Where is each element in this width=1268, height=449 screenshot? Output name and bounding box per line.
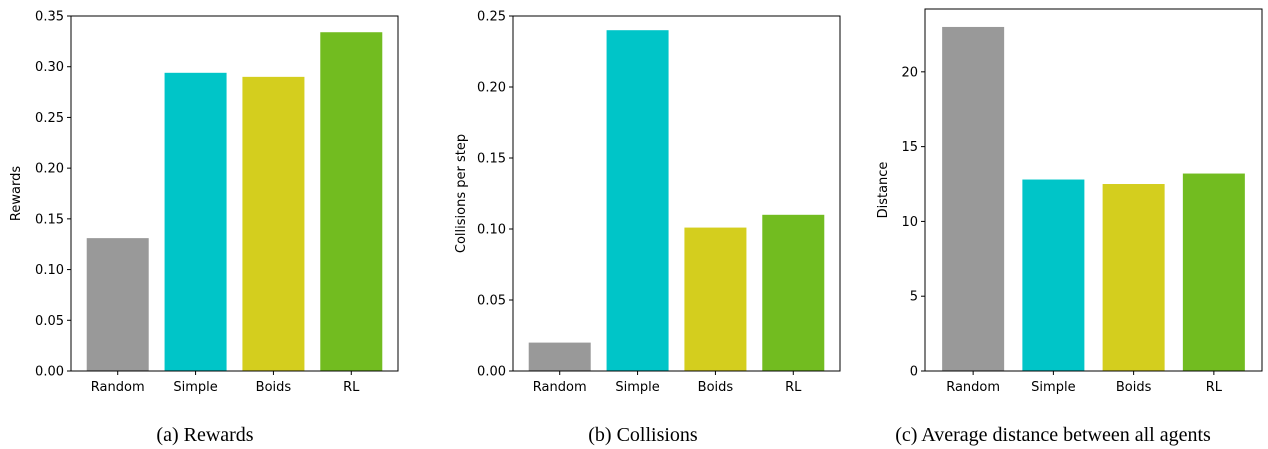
y-axis-label: Collisions per step — [454, 134, 469, 253]
bar-simple — [164, 72, 227, 372]
bar-simple — [1022, 179, 1085, 371]
y-tick-label: 0.25 — [477, 10, 506, 25]
chart-panel-3: 0 5 10 15 20 Random Simple Boids RL Distance (c) A… — [876, 8, 1263, 446]
x-tick-label: Boids — [256, 380, 292, 395]
figure-caption: (a) Rewards — [156, 424, 253, 446]
bar-simple — [606, 30, 669, 371]
y-tick-label: 0.00 — [35, 365, 64, 380]
y-tick-label: 0.10 — [477, 223, 506, 238]
y-tick-label: 0.20 — [477, 81, 506, 96]
y-tick-label: 0.30 — [35, 60, 64, 75]
x-tick-label: RL — [343, 380, 360, 395]
y-tick-label: 0.25 — [35, 111, 64, 126]
x-tick-label: Simple — [615, 380, 659, 395]
y-axis-label: Distance — [876, 162, 891, 219]
y-tick-label: 0.35 — [35, 10, 64, 25]
plot-frame — [924, 8, 1263, 372]
y-tick-label: 15 — [901, 140, 918, 155]
y-tick-label: 5 — [910, 290, 918, 305]
plot-frame — [70, 15, 399, 372]
bar-boids — [1102, 184, 1165, 371]
y-tick-label: 0.15 — [477, 152, 506, 167]
x-tick-label: Boids — [698, 380, 734, 395]
y-tick-label: 0.15 — [35, 212, 64, 227]
y-tick-label: 0.20 — [35, 162, 64, 177]
y-tick-label: 0.10 — [35, 263, 64, 278]
figure-caption: (b) Collisions — [588, 424, 698, 446]
y-tick-label: 0 — [910, 365, 918, 380]
x-tick-label: RL — [785, 380, 802, 395]
x-tick-label: Random — [533, 380, 587, 395]
bar-random — [86, 238, 149, 371]
bar-rl — [762, 214, 825, 371]
y-tick-label: 0.00 — [477, 365, 506, 380]
x-tick-label: RL — [1206, 380, 1223, 395]
bar-random — [528, 342, 591, 371]
y-tick-label: 0.05 — [35, 314, 64, 329]
bar-boids — [684, 227, 747, 371]
y-tick-label: 20 — [901, 65, 918, 80]
bar-rl — [1182, 173, 1245, 371]
y-tick-label: 10 — [901, 215, 918, 230]
bar-boids — [242, 76, 305, 371]
plot-frame — [512, 15, 841, 372]
chart-panel-1: 0.00 0.05 0.10 0.15 0.20 0.25 0.30 0.35 Random Si… — [9, 10, 399, 446]
y-axis-label: Rewards — [9, 166, 24, 221]
x-tick-label: Random — [946, 380, 1000, 395]
figure-caption: (c) Average distance between all agents — [895, 424, 1211, 446]
bar-rl — [320, 32, 383, 371]
bar-random — [942, 26, 1005, 372]
x-tick-label: Simple — [1031, 380, 1075, 395]
chart-panel-2: 0.00 0.05 0.10 0.15 0.20 0.25 Random Simple Boid… — [454, 10, 841, 446]
x-tick-label: Simple — [173, 380, 217, 395]
x-tick-label: Random — [91, 380, 145, 395]
y-tick-label: 0.05 — [477, 294, 506, 309]
x-tick-label: Boids — [1116, 380, 1152, 395]
